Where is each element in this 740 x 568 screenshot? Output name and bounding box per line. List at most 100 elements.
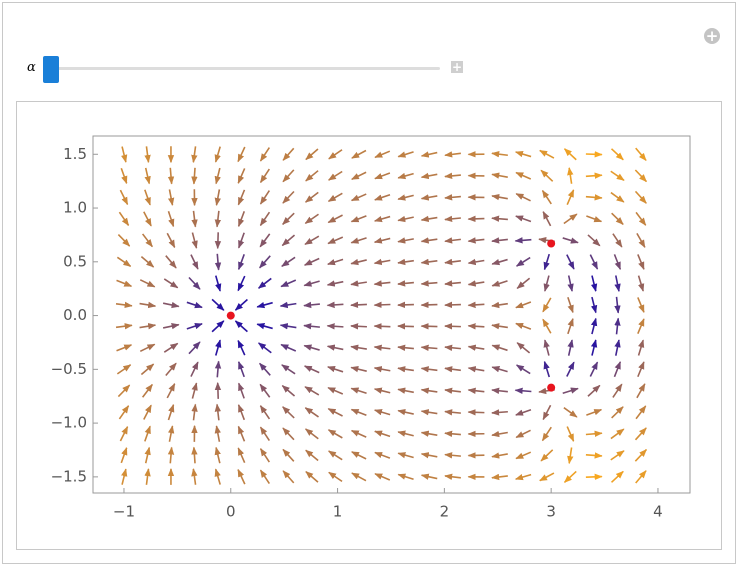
stream-arrow — [397, 473, 414, 481]
stream-arrow — [516, 342, 531, 354]
stream-arrow — [543, 253, 551, 271]
stream-arrow — [303, 344, 320, 351]
stream-arrow — [637, 254, 645, 270]
stream-arrow — [373, 323, 391, 330]
stream-arrow — [374, 193, 391, 201]
stream-arrow — [140, 363, 155, 376]
stream-arrow — [259, 190, 271, 205]
stream-arrow — [166, 383, 176, 399]
stream-arrow — [590, 275, 598, 292]
stream-arrow — [636, 383, 646, 399]
stream-arrow — [191, 446, 198, 464]
equilibrium-point — [547, 383, 556, 392]
stream-arrow — [115, 323, 133, 330]
stream-arrow — [237, 468, 246, 485]
stream-arrow — [167, 189, 175, 206]
stream-arrow — [444, 452, 461, 459]
stream-arrow — [327, 407, 343, 417]
stream-arrow — [259, 383, 271, 398]
stream-arrow — [612, 383, 623, 398]
stream-arrow — [237, 361, 245, 378]
stream-arrow — [328, 450, 343, 461]
stream-arrow — [282, 212, 295, 225]
stream-arrow — [116, 364, 132, 375]
slider-expand[interactable]: + — [451, 60, 463, 74]
stream-arrow — [586, 215, 603, 223]
stream-arrow — [280, 279, 297, 288]
stream-arrow — [610, 191, 625, 203]
stream-arrow — [515, 451, 532, 460]
stream-arrow — [543, 275, 550, 292]
stream-arrow — [397, 430, 414, 437]
y-tick-label: −1.5 — [51, 467, 87, 485]
stream-arrow — [562, 237, 579, 244]
x-tick-label: −1 — [113, 503, 135, 521]
stream-arrow — [585, 151, 603, 158]
stream-arrow — [420, 215, 438, 223]
stream-arrow — [191, 232, 198, 249]
stream-arrow — [328, 149, 343, 160]
options-button[interactable]: + — [704, 27, 720, 45]
stream-arrow — [467, 280, 485, 287]
stream-arrow — [585, 194, 603, 201]
stream-arrow — [585, 473, 603, 481]
stream-arrow — [420, 430, 438, 437]
stream-arrow — [304, 191, 319, 203]
stream-arrow — [374, 473, 391, 481]
stream-arrow — [634, 448, 647, 462]
stream-arrow — [256, 301, 273, 309]
stream-arrow — [144, 167, 151, 185]
stream-arrow — [563, 407, 578, 418]
stream-arrow — [514, 473, 532, 481]
stream-arrow — [373, 301, 391, 309]
stream-arrow — [543, 360, 551, 378]
stream-arrow — [420, 473, 438, 480]
stream-arrow — [374, 150, 391, 159]
stream-arrow — [167, 210, 175, 228]
stream-arrow — [397, 409, 414, 416]
stream-arrow — [190, 254, 199, 270]
stream-arrow — [634, 427, 647, 441]
stream-arrow — [234, 298, 248, 311]
stream-arrow — [237, 275, 246, 292]
stream-arrow — [237, 232, 245, 249]
stream-arrow — [634, 169, 647, 183]
stream-arrow — [279, 323, 297, 330]
stream-arrow — [585, 172, 603, 179]
stream-arrow — [610, 428, 625, 440]
stream-arrow — [420, 194, 438, 201]
stream-arrow — [350, 366, 367, 373]
stream-arrow — [542, 297, 552, 313]
y-tick-label: 1.5 — [63, 145, 87, 163]
stream-arrow — [566, 254, 575, 270]
stream-arrow — [587, 384, 601, 397]
slider-track[interactable] — [50, 67, 440, 70]
stream-arrow — [326, 323, 344, 330]
stream-arrow — [144, 468, 151, 485]
stream-arrow — [444, 409, 461, 416]
stream-arrow — [491, 323, 508, 330]
stream-arrow — [304, 428, 319, 440]
stream-arrow — [516, 277, 531, 289]
stream-arrow — [282, 190, 295, 204]
stream-arrow — [211, 320, 225, 333]
stream-arrow — [613, 361, 622, 378]
stream-arrow — [143, 211, 152, 227]
stream-arrow — [281, 385, 296, 397]
stream-arrow — [373, 237, 391, 244]
stream-arrow — [635, 147, 647, 162]
stream-arrow — [326, 344, 344, 351]
stream-arrow — [327, 366, 344, 373]
stream-arrow — [327, 236, 344, 245]
stream-arrow — [214, 446, 221, 464]
stream-arrow — [117, 234, 131, 247]
stream-arrow — [563, 470, 577, 483]
x-tick-label: 3 — [546, 503, 556, 521]
stream-arrow — [491, 344, 508, 352]
slider-handle[interactable] — [43, 56, 59, 83]
stream-arrow — [350, 344, 367, 351]
stream-arrow — [214, 253, 222, 271]
stream-arrow — [144, 189, 151, 206]
stream-arrow — [234, 320, 248, 333]
